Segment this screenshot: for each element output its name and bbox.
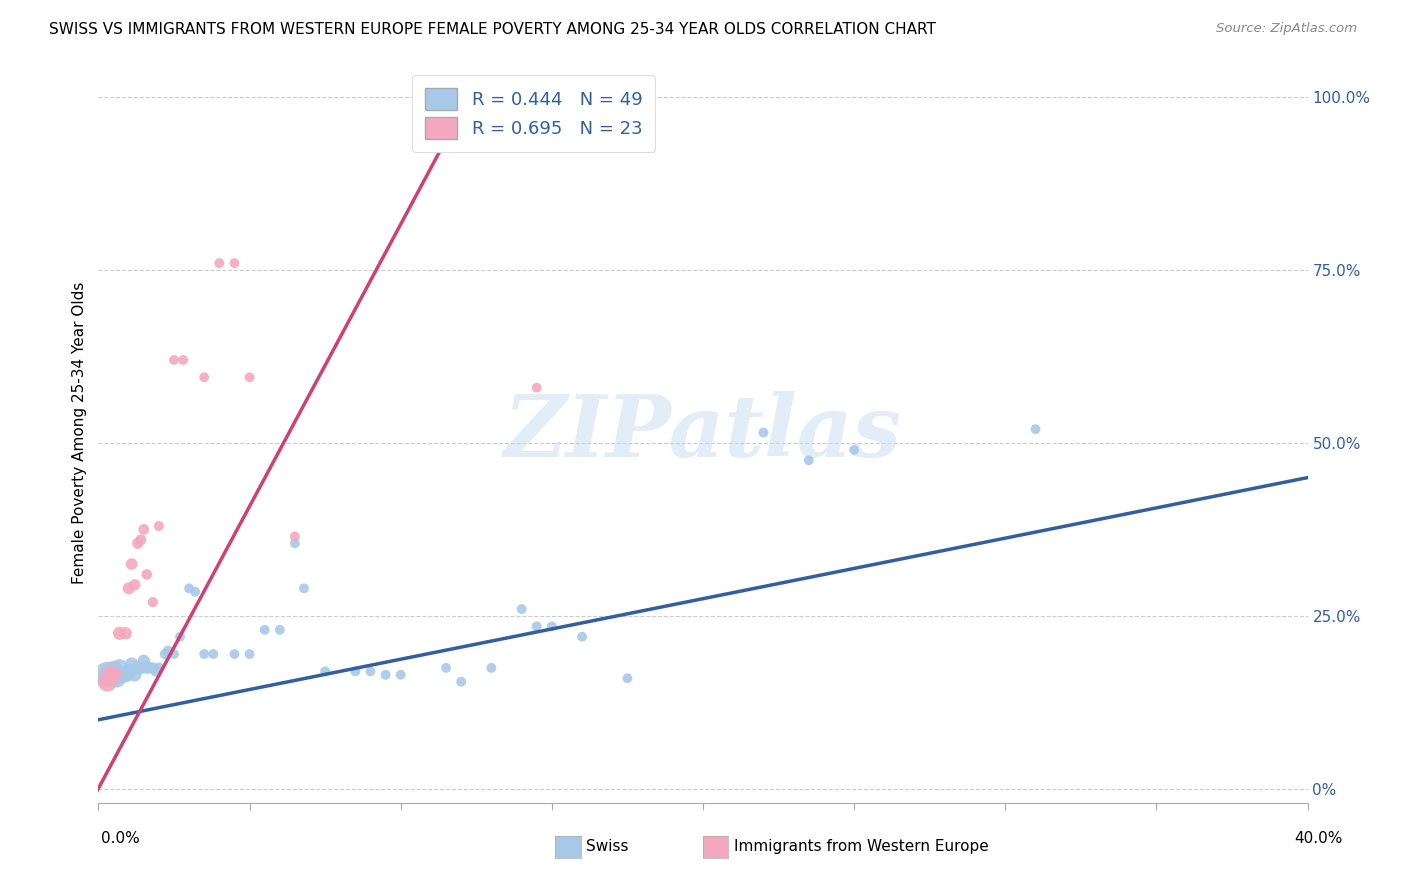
Point [156, 643, 179, 657]
Point [239, 370, 262, 384]
Point [844, 442, 866, 457]
Point [108, 661, 131, 675]
Point [135, 661, 157, 675]
Point [114, 667, 136, 681]
Point [344, 665, 367, 679]
Point [100, 667, 122, 681]
Point [314, 665, 336, 679]
Point [96, 674, 118, 689]
Legend: R = 0.444   N = 49, R = 0.695   N = 23: R = 0.444 N = 49, R = 0.695 N = 23 [412, 75, 655, 152]
Point [1024, 422, 1046, 436]
Point [129, 661, 152, 675]
Point [142, 661, 165, 675]
Point [616, 671, 638, 685]
Text: SWISS VS IMMIGRANTS FROM WESTERN EUROPE FEMALE POVERTY AMONG 25-34 YEAR OLDS COR: SWISS VS IMMIGRANTS FROM WESTERN EUROPE … [49, 22, 936, 37]
Point [127, 536, 149, 550]
Point [752, 425, 775, 440]
Point [224, 647, 246, 661]
Point [139, 661, 162, 675]
Point [284, 529, 307, 543]
Point [163, 353, 186, 368]
Point [292, 582, 315, 596]
Point [163, 647, 186, 661]
Text: ZIPatlas: ZIPatlas [503, 391, 903, 475]
Point [193, 647, 215, 661]
Point [450, 100, 472, 114]
Y-axis label: Female Poverty Among 25-34 Year Olds: Female Poverty Among 25-34 Year Olds [72, 282, 87, 583]
Point [253, 623, 276, 637]
Text: Swiss: Swiss [586, 839, 628, 855]
Point [526, 619, 548, 633]
Point [148, 519, 170, 533]
Text: Immigrants from Western Europe: Immigrants from Western Europe [734, 839, 988, 855]
Point [118, 665, 141, 679]
Point [184, 584, 207, 599]
Point [193, 370, 215, 384]
Point [127, 661, 149, 675]
Point [111, 667, 134, 681]
Point [284, 536, 307, 550]
Point [269, 623, 291, 637]
Point [108, 626, 131, 640]
Text: 40.0%: 40.0% [1295, 831, 1343, 846]
Point [129, 533, 152, 547]
Point [142, 595, 165, 609]
Point [153, 647, 176, 661]
Point [239, 647, 262, 661]
Point [540, 619, 562, 633]
Text: Source: ZipAtlas.com: Source: ZipAtlas.com [1216, 22, 1357, 36]
Point [121, 557, 143, 571]
Point [132, 523, 155, 537]
Point [100, 667, 122, 681]
Point [114, 626, 136, 640]
Point [132, 654, 155, 668]
Point [224, 256, 246, 270]
Point [103, 667, 125, 681]
Point [124, 578, 146, 592]
Point [510, 602, 533, 616]
Point [145, 665, 167, 679]
Point [208, 256, 231, 270]
Point [105, 671, 128, 685]
Point [148, 661, 170, 675]
Point [179, 582, 201, 596]
Text: 0.0%: 0.0% [101, 831, 141, 846]
Point [172, 353, 194, 368]
Point [202, 647, 225, 661]
Point [103, 665, 125, 679]
Point [360, 665, 382, 679]
Point [124, 667, 146, 681]
Point [96, 667, 118, 681]
Point [389, 667, 412, 681]
Point [374, 667, 396, 681]
Point [526, 381, 548, 395]
Point [135, 567, 157, 582]
Point [450, 674, 472, 689]
Point [169, 630, 191, 644]
Point [121, 657, 143, 672]
Point [571, 630, 593, 644]
Point [481, 661, 503, 675]
Point [118, 582, 141, 596]
Point [797, 453, 820, 467]
Point [434, 661, 457, 675]
